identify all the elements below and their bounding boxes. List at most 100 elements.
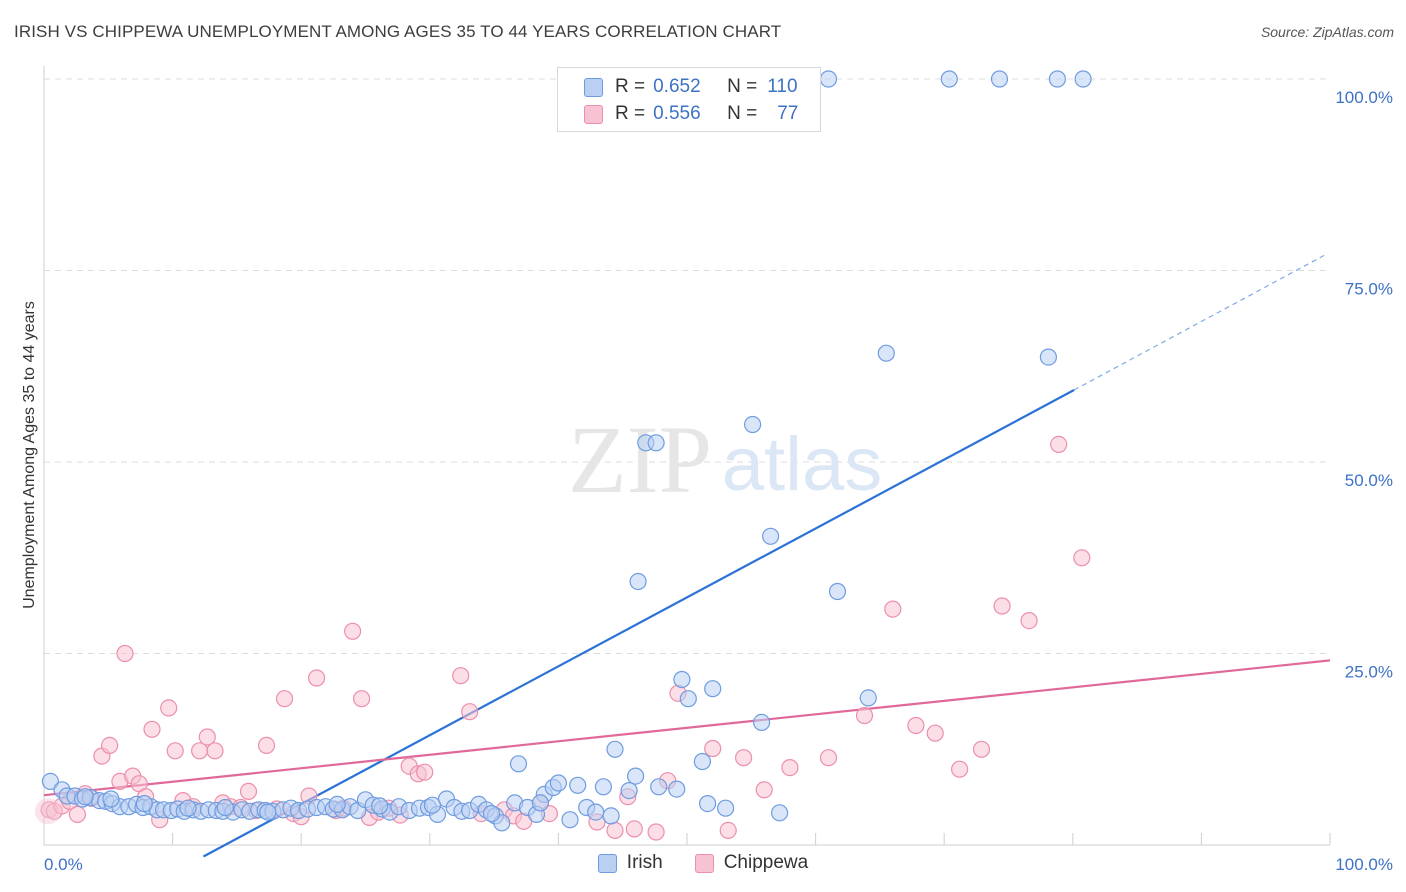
legend-item-chippewa[interactable]: Chippewa [694,852,808,874]
irish-point [259,803,277,821]
chippewa-point [704,739,722,758]
irish-point [877,344,895,362]
irish-point [828,582,847,601]
chippewa-point [819,749,838,767]
legend-item-irish[interactable]: Irish [597,852,663,874]
chippewa-point [1020,611,1038,630]
chippewa-n-label: N = [727,103,758,124]
chippewa-point [907,716,925,735]
legend-row-irish: R = 0.652 N = 110 [584,74,798,100]
chippewa-point [160,699,178,717]
irish-point [752,713,771,732]
irish-point [1048,70,1067,88]
irish-swatch [584,77,603,97]
irish-point [668,780,686,798]
y-tick-label: 25.0% [1345,663,1393,682]
irish-point [423,796,441,814]
irish-legend-label: Irish [626,852,663,873]
irish-point [770,804,789,822]
irish-legend-swatch [597,853,617,873]
irish-point [135,794,153,813]
chippewa-point [1050,435,1068,453]
irish-point [743,415,762,434]
irish-point [819,70,838,88]
source-label: Source: ZipAtlas.com [1260,24,1394,40]
irish-point [859,689,877,707]
irish-trendline [202,389,1075,858]
irish-point [629,572,647,591]
chippewa-n-value: 77 [777,103,799,124]
chippewa-point [884,600,902,618]
chippewa-point [647,823,665,841]
axis-ticks: 25.0% 50.0% 75.0% 100.0% 0.0% 100.0% [44,88,1393,874]
chippewa-point [206,742,224,760]
chippewa-point [166,742,184,760]
chippewa-r-label: R = [615,103,646,124]
y-tick-label: 100.0% [1335,88,1393,107]
chippewa-point [993,597,1011,615]
chippewa-point [461,703,479,721]
chippewa-trendline [43,659,1331,797]
irish-point [1074,70,1092,88]
irish-point [594,778,613,796]
chippewa-point [781,758,799,777]
chippewa-point [734,749,753,767]
irish-r-value: 0.652 [653,76,701,97]
watermark: ZIP atlas [568,406,882,513]
trendlines [43,253,1331,858]
watermark-zip: ZIP [568,406,712,513]
chippewa-point [719,821,737,840]
irish-n-label: N = [727,76,758,97]
watermark-atlas: atlas [722,422,883,507]
irish-point [76,788,94,806]
chippewa-point [344,622,362,640]
irish-point [761,527,780,545]
irish-point [587,803,605,821]
irish-point [549,774,568,792]
legend-row-chippewa: R = 0.556 N = 77 [584,101,798,127]
chippewa-legend-swatch [694,853,714,873]
irish-point [647,434,665,452]
chippewa-point [68,805,87,824]
chippewa-point [755,781,773,799]
chippewa-point [308,669,326,687]
chippewa-point [625,820,643,838]
y-tick-label: 75.0% [1345,280,1393,299]
y-tick-label: 50.0% [1345,471,1393,490]
irish-point [990,70,1009,88]
x-tick-label: 0.0% [44,855,83,874]
chippewa-swatch [584,104,603,124]
irish-point [569,776,587,794]
chippewa-point [143,720,161,738]
irish-point [698,794,717,813]
irish-point [679,690,697,708]
chart-title: IRISH VS CHIPPEWA UNEMPLOYMENT AMONG AGE… [14,22,782,41]
chippewa-point [275,690,294,708]
gridlines [43,66,1331,846]
irish-n-value: 110 [767,76,798,97]
chippewa-point [855,706,874,725]
chippewa-point [353,690,371,708]
irish-point [371,797,389,815]
correlation-legend: R = 0.652 N = 110 R = 0.556 N = 77 [557,67,821,132]
x-tick-label: 100.0% [1335,855,1393,874]
irish-point [602,807,620,825]
chippewa-point [926,724,944,742]
series-legend: Irish Chippewa [0,852,1406,874]
irish-point [509,755,528,773]
irish-point [531,794,550,812]
irish-point [561,811,579,829]
irish-point [704,680,722,698]
chippewa-r-value: 0.556 [653,103,701,124]
irish-point [179,799,197,817]
chippewa-point [198,728,216,746]
chippewa-point [416,763,434,781]
irish-r-label: R = [615,76,646,97]
irish-point [940,70,958,88]
irish-point [716,799,735,817]
irish-point [620,781,638,800]
data-points [34,70,1092,841]
irish-point [102,790,120,808]
chippewa-point [239,782,258,801]
